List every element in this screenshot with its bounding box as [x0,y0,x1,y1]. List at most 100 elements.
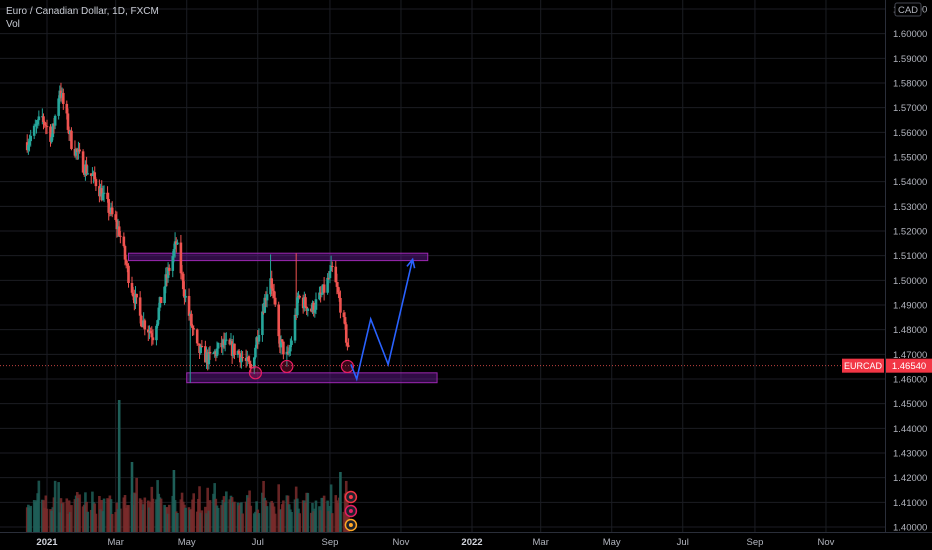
candle-body [318,292,321,300]
candle-body [159,297,163,304]
candle-body [270,278,274,289]
candle-body [273,297,277,305]
candle-body [172,249,176,256]
candle-body [282,341,285,355]
price-tick-label: 1.46000 [893,375,927,386]
volume-bar [257,513,261,532]
support-zone[interactable] [186,372,438,384]
candle-body [187,295,191,316]
candle-body [342,312,346,318]
candle-body [279,339,283,348]
flag-note-icon-dot [348,495,353,499]
price-tick-label: 1.56000 [893,128,927,139]
currency-badge[interactable]: CAD [894,2,922,17]
volume-bar [216,507,220,532]
candle-body [216,342,220,349]
time-tick-label[interactable]: 2022 [461,537,482,548]
candle-body [183,289,186,298]
candle-body [107,199,111,213]
time-tick-label[interactable]: Mar [533,537,549,548]
volume-bar [330,513,334,532]
candle-body [155,325,158,341]
earnings-icon[interactable] [344,504,358,518]
candle-body [247,357,250,362]
price-tick-label: 1.49000 [893,301,927,312]
dividend-icon[interactable] [344,518,358,532]
candle-body [135,293,138,298]
volume-bar [329,484,333,532]
price-tick-label: 1.54000 [893,177,927,188]
candle-body [86,173,90,175]
candle-body [207,351,211,365]
overlays[interactable] [0,257,885,532]
time-axis[interactable]: 2021 Mar May Jul Sep Nov 2022 Mar May Jul Sep Nov [0,532,932,549]
candle-body [134,293,137,304]
volume-bar [306,492,310,532]
candle-body [57,98,60,116]
candle-body [28,141,31,145]
candle-body [215,348,219,356]
candle-body [289,344,292,352]
projection-path[interactable] [350,259,414,382]
time-tick-label[interactable]: 2021 [36,537,58,548]
price-axis[interactable]: 1.610001.600001.590001.580001.570001.560… [885,0,928,534]
time-tick-label[interactable]: Jul [677,537,689,548]
candle-body [322,284,326,293]
volume-bar [290,511,293,532]
touch-circle[interactable] [248,366,263,380]
price-tick-label: 1.55000 [893,153,927,164]
volume-bar [117,400,121,532]
candle-body [212,352,215,354]
currency-label: CAD [898,5,918,16]
time-tick-label[interactable]: May [178,537,196,548]
last-price-marker: EURCAD 1.46540 [842,358,932,373]
candle-body [101,193,105,201]
time-tick-label[interactable]: Mar [108,537,124,548]
price-tick-label: 1.52000 [893,227,927,238]
resistance-zone[interactable] [128,252,429,262]
candle-body [123,246,127,260]
candle-body [150,333,154,338]
candle-body [248,361,251,364]
touch-circle[interactable] [280,359,294,374]
candle-body [163,286,166,304]
candle-body [257,334,261,342]
zones[interactable] [128,252,438,384]
candle-body [208,351,212,354]
candle-body [290,340,293,345]
flag-note-icon[interactable] [344,490,358,504]
candle-body [114,214,117,220]
candle-body [51,123,55,138]
candle-body [108,212,112,214]
time-tick-label[interactable]: Nov [393,537,410,548]
price-tick-label: 1.44000 [893,424,927,435]
candle-body [81,151,85,173]
grid [0,0,885,532]
symbol-title[interactable]: Euro / Canadian Dollar, 1D, FXCM [6,6,159,17]
candle-body [126,263,129,266]
candle-body [36,120,39,125]
candle-body [62,92,65,104]
last-price-symbol-tag [842,358,884,373]
volume-bar [29,505,32,532]
volume-bar [53,480,57,532]
currency-badge-box[interactable] [894,2,922,17]
candle-body [171,255,175,271]
candle-body [27,144,30,151]
volume-bar [273,513,277,532]
time-tick-label[interactable]: Sep [321,537,338,548]
volume-bar [314,500,318,532]
volume-bar [37,480,41,532]
volume-label[interactable]: Vol [6,19,20,30]
candle-body [347,345,350,347]
time-tick-label[interactable]: Sep [746,537,763,548]
time-tick-label[interactable]: May [603,537,621,548]
volume-bar [339,472,342,532]
time-tick-label[interactable]: Jul [252,537,264,548]
candle-body [223,339,227,346]
price-tick-label: 1.53000 [893,202,927,213]
time-tick-label[interactable]: Nov [818,537,835,548]
touch-circle[interactable] [340,359,355,374]
